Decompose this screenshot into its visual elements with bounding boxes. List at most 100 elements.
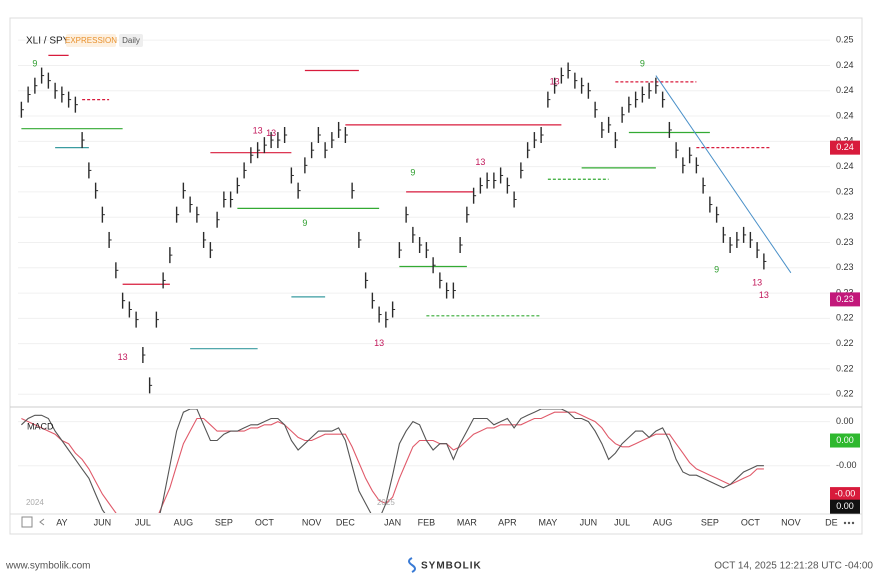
price-bar (418, 237, 423, 254)
price-bar (729, 237, 733, 254)
price-bar (594, 101, 598, 118)
macd-tick-label: 0.00 (836, 416, 854, 426)
price-bar (709, 196, 713, 213)
price-bar (432, 257, 436, 274)
price-bar (351, 182, 355, 199)
price-bar (722, 226, 726, 243)
value-badge (830, 292, 860, 307)
x-tick-label: NOV (781, 517, 801, 527)
price-bar (74, 96, 78, 113)
price-bar (634, 91, 639, 108)
price-bar (756, 242, 760, 259)
price-bar (304, 157, 308, 174)
price-bar (88, 162, 92, 179)
x-tick-label: AUG (174, 517, 194, 527)
price-bar (61, 86, 65, 103)
y-tick-label: 0.25 (836, 35, 854, 45)
price-bar (81, 132, 85, 149)
interval-badge (119, 34, 143, 47)
menu-dot[interactable] (851, 521, 855, 525)
price-bar (243, 162, 247, 179)
count-label: 9 (32, 59, 37, 69)
value-badge (830, 499, 860, 514)
price-bar (533, 132, 537, 149)
price-bar (621, 106, 625, 123)
price-bar (540, 127, 544, 144)
count-label: 13 (118, 352, 128, 362)
x-tick-label: FEB (418, 517, 436, 527)
x-tick-label: AY (56, 517, 67, 527)
price-bar (189, 196, 193, 213)
x-tick-label: JUN (94, 517, 112, 527)
x-tick-label: MAR (457, 517, 478, 527)
price-bar (661, 91, 666, 108)
brand-logo (408, 557, 416, 573)
price-bar (742, 226, 747, 243)
count-label: 9 (410, 167, 415, 177)
scroll-left[interactable] (39, 518, 45, 526)
price-bar (283, 127, 288, 144)
price-bar (736, 231, 740, 248)
x-tick-label: JUL (614, 517, 630, 527)
price-bar (641, 86, 645, 103)
price-bar (385, 311, 389, 328)
y-tick-label: 0.22 (836, 338, 854, 348)
interval-label: Daily (122, 36, 140, 45)
mode-label: EXPRESSION (65, 36, 117, 45)
price-bar (628, 96, 632, 113)
chart-title: XLI / SPY (26, 36, 70, 47)
badge-label: 0.00 (836, 501, 854, 511)
footer-site: www.symbolik.com (5, 561, 90, 572)
count-label: 13 (759, 290, 769, 300)
x-tick-label: AUG (653, 517, 673, 527)
axis-icon[interactable] (21, 516, 33, 528)
count-label: 13 (475, 157, 485, 167)
value-badge (830, 487, 860, 502)
x-tick-label: DE (825, 517, 838, 527)
price-bar (520, 162, 524, 179)
price-bar (574, 72, 578, 89)
price-bar (682, 157, 686, 174)
count-label: 13 (266, 128, 276, 138)
price-bar (553, 77, 558, 94)
price-bar (675, 142, 679, 159)
menu-dot[interactable] (847, 521, 851, 525)
x-tick-label: NOV (302, 517, 322, 527)
signal-line (21, 411, 764, 513)
x-tick-label: MAY (538, 517, 557, 527)
price-bar (445, 282, 450, 299)
chart-frame (9, 17, 863, 535)
price-bar (506, 177, 510, 194)
count-label: 13 (253, 126, 263, 136)
price-bar (614, 132, 618, 149)
price-bar (121, 292, 126, 309)
price-bar (391, 301, 396, 318)
price-bar (229, 191, 234, 208)
price-bar (702, 177, 706, 194)
price-bar (472, 187, 477, 204)
price-bar (277, 132, 281, 149)
price-bar (526, 142, 531, 159)
menu-dot[interactable] (843, 521, 847, 525)
price-bar (135, 311, 139, 328)
macd-tick-label: -0.00 (836, 460, 857, 470)
price-bar (67, 91, 72, 108)
price-bar (270, 132, 274, 149)
price-bar (256, 142, 261, 159)
price-bar (688, 147, 693, 164)
x-tick-label: OCT (255, 517, 275, 527)
price-bar (331, 132, 335, 149)
x-tick-label: JAN (384, 517, 401, 527)
price-bar (715, 206, 720, 223)
price-bar (412, 226, 416, 243)
price-bar (250, 147, 254, 164)
footer-timestamp: OCT 14, 2025 12:21:28 UTC -04:00 (714, 561, 873, 572)
value-badge (830, 433, 860, 448)
price-bar (398, 242, 402, 259)
price-bar (27, 86, 31, 103)
price-bar (20, 101, 24, 118)
y-tick-label: 0.24 (836, 110, 854, 120)
price-bar (47, 72, 51, 89)
year-label: 2024 (26, 498, 44, 507)
badge-label: 0.24 (836, 142, 854, 152)
